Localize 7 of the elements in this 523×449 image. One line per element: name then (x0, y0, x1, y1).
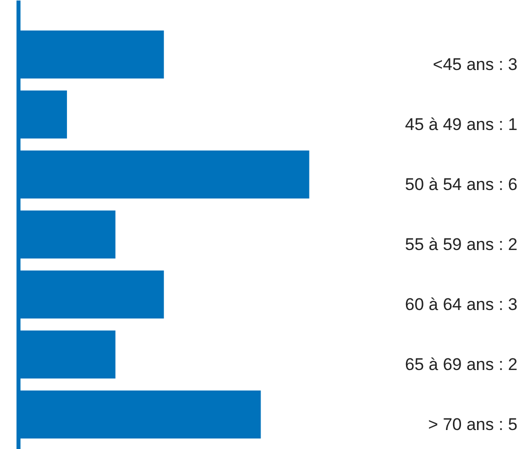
data-label: 50 à 54 ans : 6 (405, 175, 518, 194)
data-label: 55 à 59 ans : 2 (405, 235, 518, 254)
data-label: <45 ans : 3 (432, 55, 518, 74)
data-label: 60 à 64 ans : 3 (405, 295, 518, 314)
data-label: > 70 ans : 5 (428, 415, 518, 434)
data-label: 65 à 69 ans : 2 (405, 355, 518, 374)
data-label: 45 à 49 ans : 1 (405, 115, 518, 134)
